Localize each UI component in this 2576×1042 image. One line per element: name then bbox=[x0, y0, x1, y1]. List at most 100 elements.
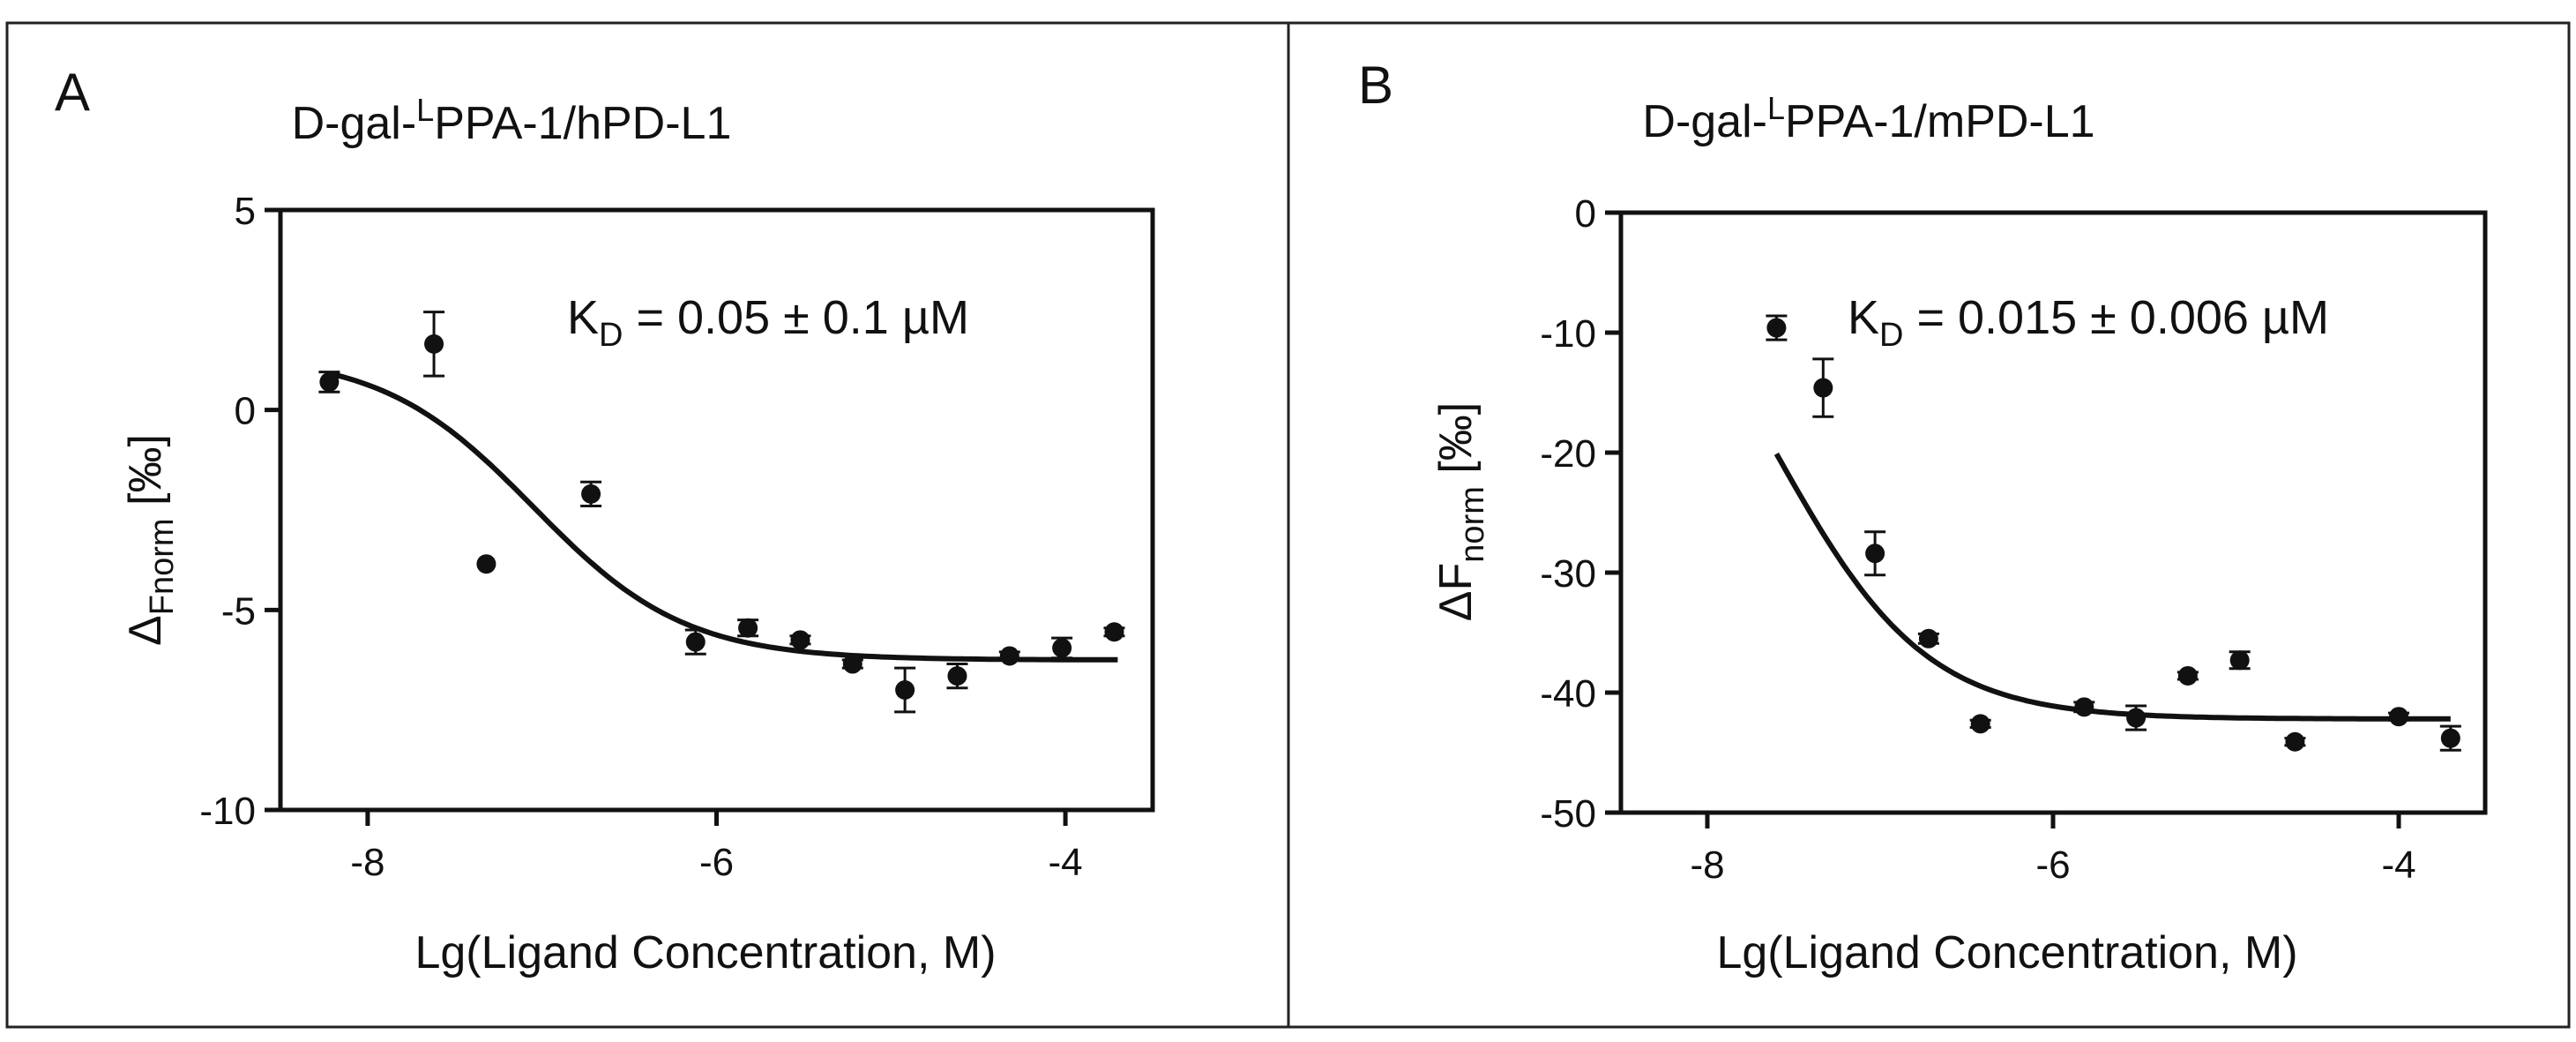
b-data-point-11 bbox=[2439, 724, 2461, 752]
b-marker-1 bbox=[1813, 378, 1833, 398]
a-y-tick-label-0: 5 bbox=[235, 190, 256, 233]
b-marker-5 bbox=[2074, 697, 2094, 717]
b-data-point-4 bbox=[1969, 714, 1991, 734]
panel-a: A D-gal-LPPA-1/hPD-L1 KD = 0.05 ± 0.1 µM… bbox=[55, 63, 1155, 978]
a-marker-12 bbox=[1104, 622, 1124, 642]
panel-a-data-points bbox=[318, 311, 1125, 714]
a-data-point-1 bbox=[423, 311, 445, 378]
a-x-tick-label-1: -6 bbox=[699, 841, 734, 884]
panel-b-y-label-main: ΔF bbox=[1430, 563, 1482, 622]
panel-b-title-prefix: D-gal- bbox=[1642, 96, 1767, 147]
b-marker-7 bbox=[2177, 665, 2198, 686]
a-x-tick-label-0: -8 bbox=[350, 841, 385, 884]
panel-a-x-axis-label: Lg(Ligand Concentration, M) bbox=[414, 927, 996, 978]
a-data-point-3 bbox=[580, 480, 602, 507]
a-marker-8 bbox=[895, 680, 915, 700]
b-y-tick-label-5: -50 bbox=[1540, 792, 1596, 836]
b-x-tick-label-0: -8 bbox=[1690, 843, 1724, 887]
b-marker-9 bbox=[2285, 731, 2305, 752]
panel-b-x-axis-label: Lg(Ligand Concentration, M) bbox=[1716, 927, 2297, 978]
panel-a-kd-annotation: KD = 0.05 ± 0.1 µM bbox=[567, 291, 969, 354]
panel-a-ticks: 5 0 -5 -10 -8 -6 -4 bbox=[199, 190, 1082, 884]
b-data-point-7 bbox=[2177, 665, 2199, 686]
b-data-point-3 bbox=[1917, 628, 1939, 648]
b-marker-0 bbox=[1766, 318, 1787, 338]
panel-b-fit-curve bbox=[1773, 452, 2451, 722]
a-marker-10 bbox=[999, 646, 1019, 666]
panel-b-kd-value: = 0.015 ± 0.006 µM bbox=[1903, 291, 2329, 344]
a-marker-11 bbox=[1052, 638, 1072, 658]
panel-a-kd-value: = 0.05 ± 0.1 µM bbox=[623, 291, 968, 344]
a-marker-4 bbox=[685, 632, 706, 652]
a-marker-0 bbox=[319, 371, 340, 392]
panel-a-y-axis-label: ΔFnorm [‰] bbox=[120, 434, 181, 646]
panel-b-letter: B bbox=[1358, 56, 1393, 115]
a-data-point-11 bbox=[1051, 636, 1073, 660]
panel-b-kd-symbol: K bbox=[1848, 291, 1879, 344]
b-data-point-6 bbox=[2125, 704, 2147, 731]
b-marker-8 bbox=[2229, 650, 2250, 671]
a-marker-2 bbox=[476, 554, 497, 574]
b-marker-6 bbox=[2126, 708, 2147, 728]
a-x-tick-label-2: -4 bbox=[1049, 841, 1083, 884]
b-data-point-5 bbox=[2073, 697, 2095, 717]
b-data-point-8 bbox=[2229, 650, 2251, 671]
b-y-tick-label-4: -40 bbox=[1540, 672, 1596, 716]
a-y-tick-label-1: 0 bbox=[235, 390, 256, 433]
panel-b-ticks: 0 -10 -20 -30 -40 -50 -8 -6 -4 bbox=[1540, 192, 2415, 887]
a-data-point-0 bbox=[318, 371, 340, 394]
a-data-point-6 bbox=[789, 630, 811, 650]
a-marker-9 bbox=[947, 666, 967, 686]
b-y-tick-label-0: 0 bbox=[1575, 192, 1596, 236]
panel-a-letter: A bbox=[55, 63, 90, 122]
b-data-point-0 bbox=[1766, 314, 1788, 341]
panel-a-y-label-main: Δ bbox=[120, 615, 171, 646]
panel-b-y-label-unit: [‰] bbox=[1430, 402, 1482, 486]
panel-a-plot: 5 0 -5 -10 -8 -6 -4 bbox=[199, 190, 1155, 884]
b-marker-3 bbox=[1918, 628, 1938, 648]
a-marker-7 bbox=[842, 654, 862, 674]
b-marker-10 bbox=[2389, 707, 2408, 727]
panel-b-title-suffix: PPA-1/mPD-L1 bbox=[1785, 96, 2095, 147]
b-data-point-2 bbox=[1864, 530, 1886, 577]
a-data-point-7 bbox=[841, 654, 863, 674]
panel-b-y-axis-label: ΔFnorm [‰] bbox=[1430, 402, 1491, 621]
panel-b: B D-gal-LPPA-1/mPD-L1 KD = 0.015 ± 0.006… bbox=[1358, 56, 2488, 978]
a-data-point-10 bbox=[998, 646, 1020, 666]
b-y-tick-label-1: -10 bbox=[1540, 312, 1596, 356]
panel-b-plot: 0 -10 -20 -30 -40 -50 -8 -6 -4 bbox=[1540, 192, 2488, 887]
a-y-tick-label-3: -10 bbox=[199, 790, 256, 833]
panel-a-title-prefix: D-gal- bbox=[292, 98, 417, 149]
a-marker-3 bbox=[581, 484, 601, 504]
b-y-tick-label-3: -30 bbox=[1540, 552, 1596, 596]
panel-a-kd-symbol: K bbox=[567, 291, 599, 344]
a-data-point-8 bbox=[894, 666, 916, 714]
a-y-tick-label-2: -5 bbox=[221, 589, 256, 633]
panel-b-kd-annotation: KD = 0.015 ± 0.006 µM bbox=[1848, 291, 2329, 354]
panel-a-fit-curve bbox=[332, 371, 1118, 663]
a-data-point-12 bbox=[1103, 622, 1125, 642]
a-data-point-9 bbox=[946, 663, 968, 690]
b-data-point-9 bbox=[2284, 731, 2306, 752]
b-marker-2 bbox=[1865, 543, 1885, 564]
panel-b-title: D-gal-LPPA-1/mPD-L1 bbox=[1642, 90, 2094, 147]
panel-b-kd-subscript: D bbox=[1879, 317, 1903, 354]
panel-a-axes bbox=[278, 207, 1155, 813]
panel-b-data-points bbox=[1766, 314, 2461, 752]
panel-a-y-label-unit: [‰] bbox=[120, 434, 171, 518]
a-data-point-5 bbox=[737, 618, 759, 638]
a-marker-1 bbox=[424, 334, 444, 354]
panel-a-y-label-subscript: Fnorm bbox=[144, 518, 181, 615]
b-marker-4 bbox=[1970, 714, 1990, 734]
b-marker-11 bbox=[2440, 728, 2460, 748]
a-data-point-4 bbox=[684, 628, 706, 656]
a-data-point-2 bbox=[476, 554, 497, 574]
b-x-tick-label-1: -6 bbox=[2035, 843, 2070, 887]
b-data-point-10 bbox=[2388, 707, 2409, 727]
panel-a-title-superscript: L bbox=[416, 92, 434, 128]
panel-a-title: D-gal-LPPA-1/hPD-L1 bbox=[292, 92, 732, 149]
panel-b-axes bbox=[1618, 210, 2488, 815]
b-x-tick-label-2: -4 bbox=[2381, 843, 2415, 887]
panel-a-title-suffix: PPA-1/hPD-L1 bbox=[434, 98, 731, 149]
